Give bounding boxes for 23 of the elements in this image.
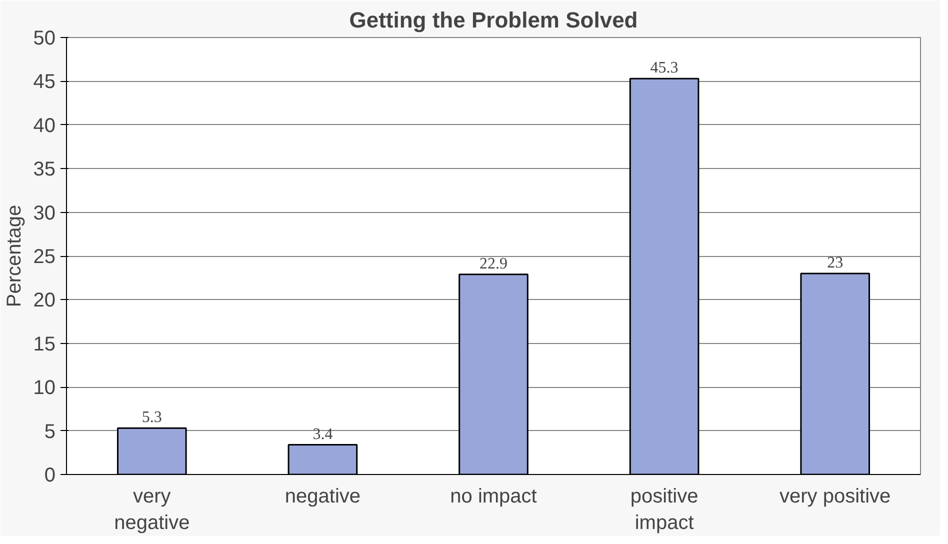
data-label: 3.4 xyxy=(312,426,333,443)
chart-title: Getting the Problem Solved xyxy=(349,8,638,32)
y-tick-label: 35 xyxy=(33,158,56,181)
y-tick-label: 5 xyxy=(44,420,56,443)
data-label: 5.3 xyxy=(142,409,162,426)
y-tick-label: 30 xyxy=(33,202,56,224)
x-tick-label: no impact xyxy=(450,486,538,508)
x-tick-label: very positive xyxy=(780,486,891,508)
x-tick-label: positive impact xyxy=(630,486,698,534)
y-tick-label: 0 xyxy=(44,464,56,486)
data-label: 45.3 xyxy=(650,60,678,77)
data-label: 23 xyxy=(827,254,844,272)
y-tick-label: 10 xyxy=(33,377,56,400)
data-label: 22.9 xyxy=(480,255,508,272)
x-tick-label: very negative xyxy=(114,486,190,534)
y-tick-label: 40 xyxy=(33,114,56,137)
x-tick-label: negative xyxy=(284,486,361,508)
y-tick-label: 45 xyxy=(33,71,56,94)
y-tick-label: 25 xyxy=(33,246,56,268)
y-tick-label: 50 xyxy=(33,28,56,50)
y-tick-label: 15 xyxy=(33,333,56,356)
y-axis-title: Percentage xyxy=(3,204,26,308)
y-tick-label: 20 xyxy=(33,290,56,312)
